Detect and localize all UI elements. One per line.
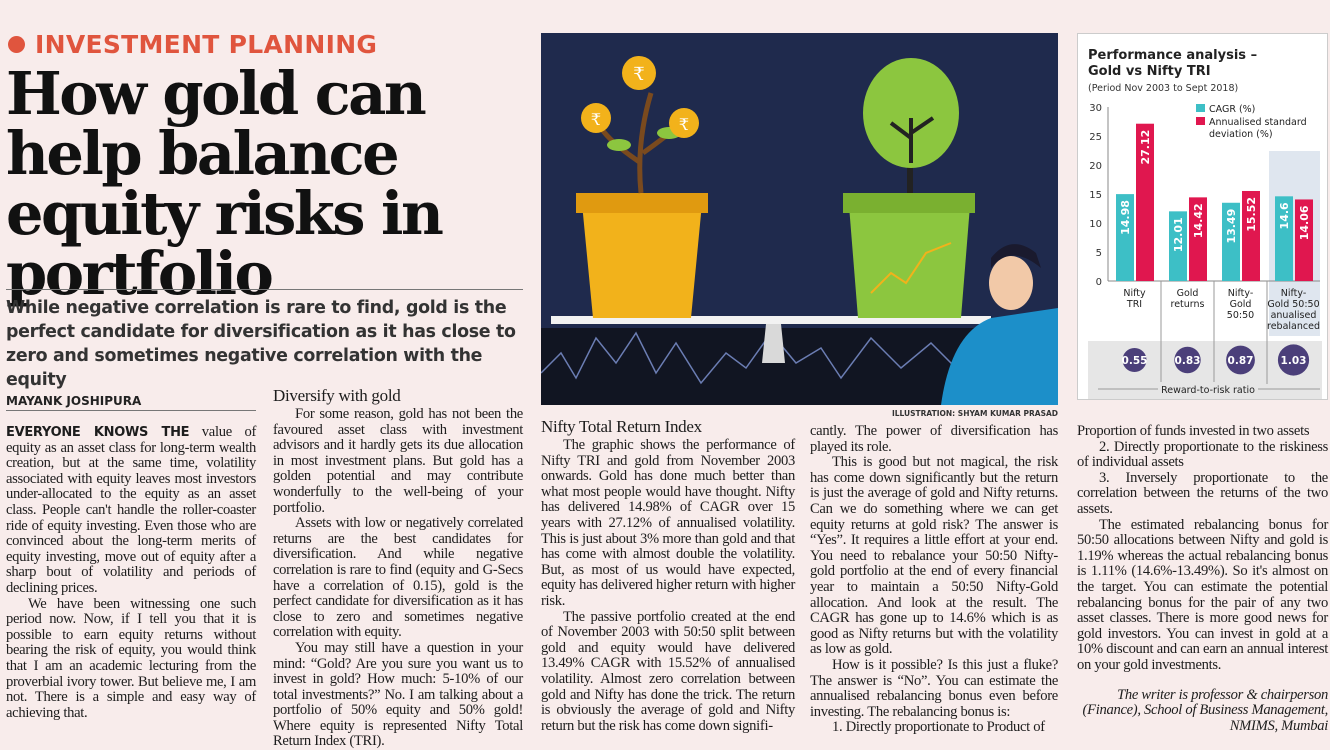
column-1: EVERYONE KNOWS THE value of equity as an…: [6, 424, 257, 721]
rupee-coin-icon: [669, 108, 699, 138]
y-tick-label: 5: [1096, 248, 1102, 259]
ratio-bubble: [1122, 348, 1147, 372]
x-tick-label: Nifty-Gold 50:50: [1227, 288, 1254, 321]
seesaw-fulcrum: [762, 324, 785, 363]
svg-text:₹: ₹: [591, 110, 601, 129]
legend-swatch: [1196, 117, 1205, 125]
legend-label: Annualised standard deviation (%): [1209, 117, 1307, 140]
divider: [6, 289, 523, 290]
column-5: Proportion of funds invested in two asse…: [1077, 423, 1329, 734]
bar: [1222, 202, 1240, 281]
x-tick-label: Nifty TRI: [1123, 288, 1146, 310]
deck: While negative correlation is rare to fi…: [6, 298, 516, 390]
column-4: cantly. The power of diversification has…: [810, 423, 1058, 736]
ratio-bubble: [1174, 346, 1201, 374]
bar: [1116, 194, 1134, 281]
bar: [1275, 196, 1293, 281]
tree-icon: [863, 58, 959, 168]
chart-title: Performance analysis – Gold vs Nifty TRI: [1088, 48, 1258, 79]
paragraph-text: value of equity as an asset class for lo…: [6, 424, 257, 596]
paragraph: 1. Directly proportionate to Product of: [832, 719, 1045, 736]
paragraph: 2. Directly proportionate to the riskine…: [1077, 438, 1328, 471]
paragraph: For some reason, gold has not been the f…: [273, 406, 523, 516]
bar: [1136, 123, 1154, 281]
kicker-dot-icon: [8, 36, 25, 53]
paragraph: The estimated rebalancing bonus for 50:5…: [1077, 516, 1328, 673]
chart-plot: 0 5 10 15 20 25 30 14.98 27.12 Nifty TRI 0.55 12.01 1…: [1088, 103, 1322, 399]
illustration-credit: ILLUSTRATION: SHYAM KUMAR PRASAD: [891, 409, 1058, 418]
column-2: Diversify with gold For some reason, gol…: [273, 386, 523, 750]
y-tick-label: 10: [1089, 219, 1102, 230]
ratio-bubble: [1226, 345, 1255, 375]
subheading: Diversify with gold: [273, 386, 401, 405]
seesaw-beam: [551, 316, 991, 324]
x-tick-label: Gold returns: [1171, 288, 1205, 310]
bar: [1242, 190, 1260, 281]
y-tick-label: 15: [1089, 190, 1102, 201]
paragraph: 3. Inversely proportionate to the correl…: [1077, 469, 1328, 517]
subheading: Nifty Total Return Index: [541, 417, 702, 436]
paragraph: Proportion of funds invested in two asse…: [1077, 423, 1310, 439]
bar-value-label: 14.06: [1298, 205, 1311, 240]
ratio-value: 0.87: [1228, 355, 1254, 367]
ratio-value: 0.55: [1122, 355, 1148, 367]
gold-pot-icon: [581, 193, 703, 318]
paragraph: You may still have a question in your mi…: [273, 639, 523, 750]
line-graph-icon: [541, 331, 1058, 385]
bar: [1169, 211, 1187, 281]
y-tick-label: 25: [1089, 132, 1102, 143]
illustration: ₹ ₹ ₹: [541, 33, 1058, 405]
bar-value-label: 14.98: [1119, 200, 1132, 235]
man-figure-icon: [941, 308, 1058, 405]
divider: [6, 410, 256, 411]
section-kicker: INVESTMENT PLANNING: [8, 30, 377, 59]
bar-value-label: 12.01: [1172, 217, 1185, 252]
kicker-text: INVESTMENT PLANNING: [35, 30, 378, 59]
paragraph: cantly. The power of diversification has…: [810, 423, 1058, 455]
paragraph: The graphic shows the performance of Nif…: [541, 437, 795, 609]
bar: [1295, 199, 1313, 281]
ratio-value: 1.03: [1281, 355, 1307, 367]
ratio-bubble: [1277, 344, 1310, 376]
svg-text:₹: ₹: [679, 115, 689, 134]
headline: How gold can help balance equity risks i…: [6, 59, 444, 308]
bar-value-label: 27.12: [1139, 130, 1152, 165]
paragraph: How is it possible? Is this just a fluke…: [810, 656, 1058, 720]
lead-in: EVERYONE KNOWS THE: [6, 425, 190, 440]
bar-value-label: 14.6: [1278, 202, 1291, 229]
ratio-label-bg: [1158, 382, 1258, 396]
paragraph: The passive portfolio created at the end…: [541, 608, 795, 734]
y-tick-label: 20: [1089, 161, 1102, 172]
bar: [1189, 197, 1207, 281]
bar-value-label: 15.52: [1245, 197, 1258, 232]
author-note: The writer is professor & chairperson (F…: [1082, 686, 1329, 734]
y-tick-label: 30: [1089, 103, 1102, 114]
ratio-label: Reward-to-risk ratio: [1161, 385, 1255, 396]
performance-chart: Performance analysis – Gold vs Nifty TRI…: [1077, 33, 1328, 400]
x-tick-label: Nifty-Gold 50:50 anualised rebalanced: [1267, 288, 1320, 332]
legend-swatch: [1196, 104, 1205, 112]
column-3: Nifty Total Return Index The graphic sho…: [541, 417, 795, 734]
chart-subtitle: (Period Nov 2003 to Sept 2018): [1088, 83, 1239, 94]
paragraph: EVERYONE KNOWS THE value of equity as an…: [6, 424, 257, 597]
ratio-value: 0.83: [1175, 355, 1201, 367]
green-pot-icon: [848, 193, 971, 318]
svg-text:₹: ₹: [633, 64, 644, 85]
gold-pot-rim: [576, 193, 708, 213]
paragraph: This is good but not magical, the risk h…: [810, 454, 1058, 658]
byline: MAYANK JOSHIPURA: [6, 394, 142, 408]
legend-label: CAGR (%): [1209, 104, 1255, 115]
paragraph: We have been witnessing one such period …: [6, 595, 256, 721]
rupee-coin-icon: [581, 103, 611, 133]
bar-value-label: 14.42: [1192, 203, 1205, 238]
paragraph: Assets with low or negatively correlated…: [273, 515, 523, 641]
y-tick-label: 0: [1096, 277, 1102, 288]
growth-chart-icon: [870, 242, 952, 294]
rupee-coin-icon: [622, 56, 656, 90]
bar-value-label: 13.49: [1225, 209, 1238, 244]
